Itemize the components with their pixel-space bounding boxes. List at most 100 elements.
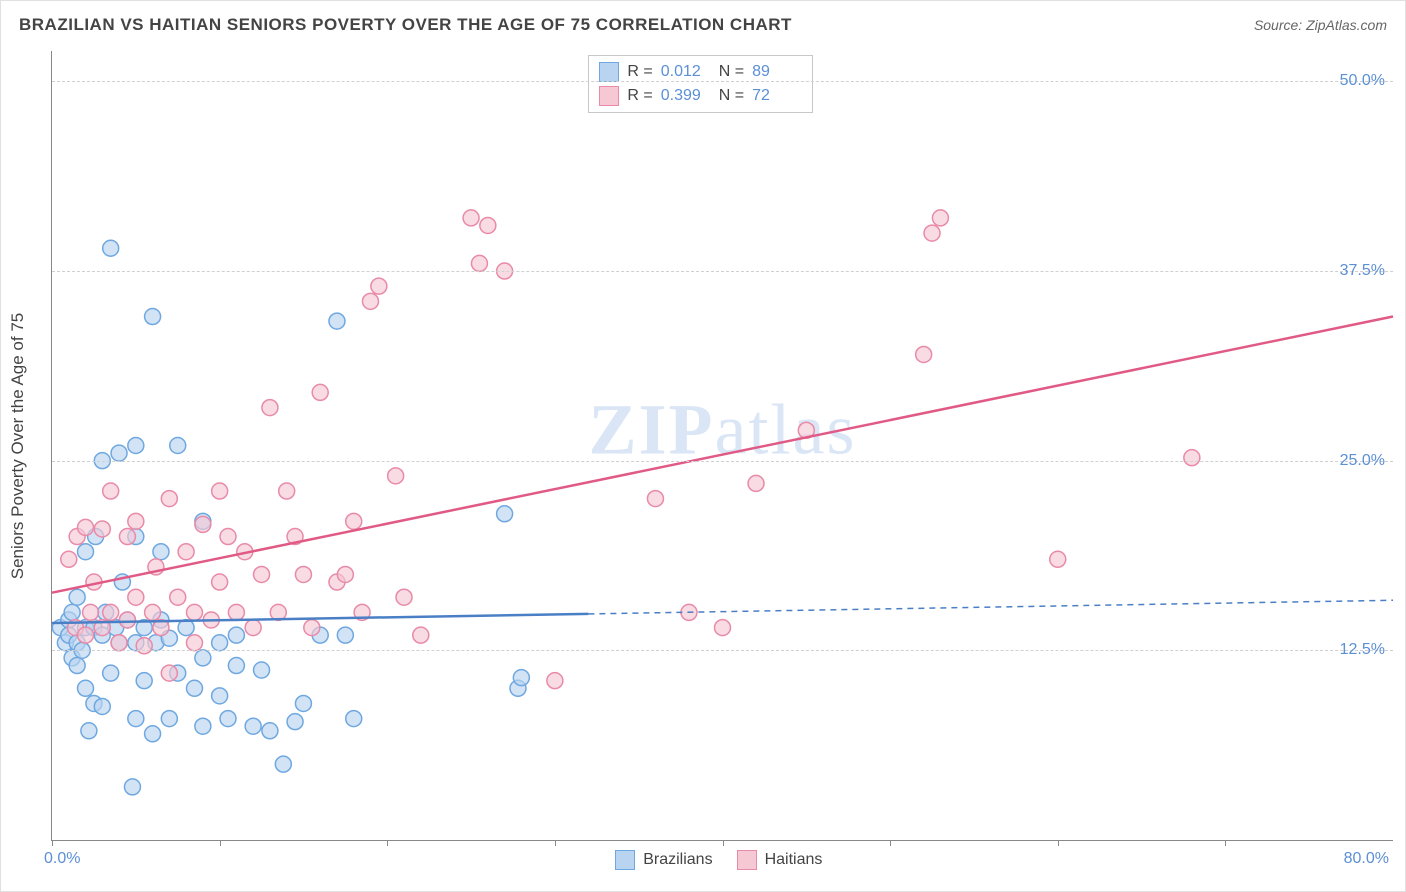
data-point (304, 620, 320, 636)
data-point (262, 400, 278, 416)
x-tick (1225, 840, 1226, 846)
data-point (195, 516, 211, 532)
data-point (312, 384, 328, 400)
data-point (128, 513, 144, 529)
data-point (64, 604, 80, 620)
data-point (119, 529, 135, 545)
gridline (52, 81, 1393, 82)
data-point (463, 210, 479, 226)
data-point (212, 635, 228, 651)
x-tick (723, 840, 724, 846)
data-point (94, 698, 110, 714)
data-point (245, 718, 261, 734)
data-point (111, 635, 127, 651)
x-tick (52, 840, 53, 846)
data-point (497, 506, 513, 522)
series-legend: Brazilians Haitians (615, 850, 822, 870)
chart-title: BRAZILIAN VS HAITIAN SENIORS POVERTY OVE… (19, 15, 792, 35)
x-tick (1058, 840, 1059, 846)
data-point (61, 551, 77, 567)
data-point (145, 604, 161, 620)
data-point (220, 529, 236, 545)
y-tick-label: 37.5% (1340, 262, 1385, 280)
data-point (295, 566, 311, 582)
data-point (1050, 551, 1066, 567)
data-point (145, 726, 161, 742)
data-point (346, 711, 362, 727)
data-point (1184, 450, 1200, 466)
data-point (647, 491, 663, 507)
data-point (69, 658, 85, 674)
data-point (547, 673, 563, 689)
data-point (262, 723, 278, 739)
data-point (371, 278, 387, 294)
data-point (254, 662, 270, 678)
data-point (295, 695, 311, 711)
gridline (52, 271, 1393, 272)
data-point (186, 604, 202, 620)
data-point (195, 718, 211, 734)
trend-line-dashed (588, 600, 1393, 614)
plot-svg (52, 51, 1393, 840)
x-tick (220, 840, 221, 846)
data-point (69, 589, 85, 605)
gridline (52, 650, 1393, 651)
data-point (480, 217, 496, 233)
data-point (245, 620, 261, 636)
data-point (212, 483, 228, 499)
data-point (103, 240, 119, 256)
data-point (228, 604, 244, 620)
data-point (94, 521, 110, 537)
data-point (254, 566, 270, 582)
data-point (128, 589, 144, 605)
data-point (715, 620, 731, 636)
legend-swatch-brazilians (615, 850, 635, 870)
data-point (161, 665, 177, 681)
data-point (111, 445, 127, 461)
data-point (287, 714, 303, 730)
data-point (170, 438, 186, 454)
data-point (513, 670, 529, 686)
x-tick (555, 840, 556, 846)
data-point (396, 589, 412, 605)
y-axis-label: Seniors Poverty Over the Age of 75 (8, 312, 28, 578)
data-point (128, 711, 144, 727)
data-point (916, 346, 932, 362)
data-point (103, 604, 119, 620)
data-point (362, 293, 378, 309)
data-point (220, 711, 236, 727)
data-point (924, 225, 940, 241)
data-point (195, 650, 211, 666)
gridline (52, 461, 1393, 462)
data-point (161, 711, 177, 727)
legend-item-brazilians: Brazilians (615, 850, 712, 870)
y-tick-label: 50.0% (1340, 72, 1385, 90)
data-point (78, 627, 94, 643)
title-bar: BRAZILIAN VS HAITIAN SENIORS POVERTY OVE… (19, 15, 1387, 35)
data-point (124, 779, 140, 795)
data-point (337, 627, 353, 643)
data-point (228, 658, 244, 674)
data-point (103, 665, 119, 681)
y-tick-label: 25.0% (1340, 452, 1385, 470)
data-point (388, 468, 404, 484)
data-point (78, 680, 94, 696)
legend-label-haitians: Haitians (765, 851, 823, 869)
data-point (136, 638, 152, 654)
x-axis-max-label: 80.0% (1344, 850, 1389, 868)
data-point (178, 544, 194, 560)
data-point (337, 566, 353, 582)
data-point (748, 475, 764, 491)
data-point (170, 589, 186, 605)
legend-swatch-haitians (737, 850, 757, 870)
data-point (228, 627, 244, 643)
data-point (212, 574, 228, 590)
data-point (78, 544, 94, 560)
data-point (346, 513, 362, 529)
data-point (145, 309, 161, 325)
data-point (119, 612, 135, 628)
data-point (279, 483, 295, 499)
data-point (103, 483, 119, 499)
plot-area: Seniors Poverty Over the Age of 75 ZIPat… (51, 51, 1393, 841)
data-point (186, 680, 202, 696)
